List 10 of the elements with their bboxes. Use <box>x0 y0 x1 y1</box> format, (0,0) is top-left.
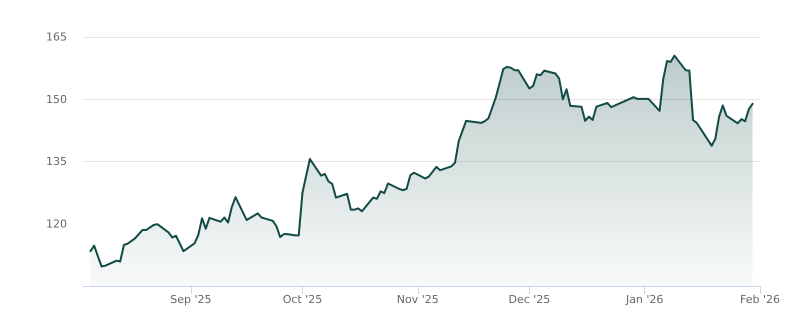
x-tick-label: Feb '26 <box>740 293 780 306</box>
y-tick-label: 120 <box>46 217 67 230</box>
y-tick-label: 150 <box>46 92 67 106</box>
x-tick-label: Oct '25 <box>282 293 322 306</box>
x-tick-label: Jan '26 <box>624 293 664 306</box>
x-tick-label: Dec '25 <box>508 293 550 306</box>
y-tick-label: 165 <box>46 30 67 44</box>
x-tick-label: Nov '25 <box>396 293 439 306</box>
y-tick-label: 135 <box>46 155 67 168</box>
x-tick-label: Sep '25 <box>170 293 212 306</box>
